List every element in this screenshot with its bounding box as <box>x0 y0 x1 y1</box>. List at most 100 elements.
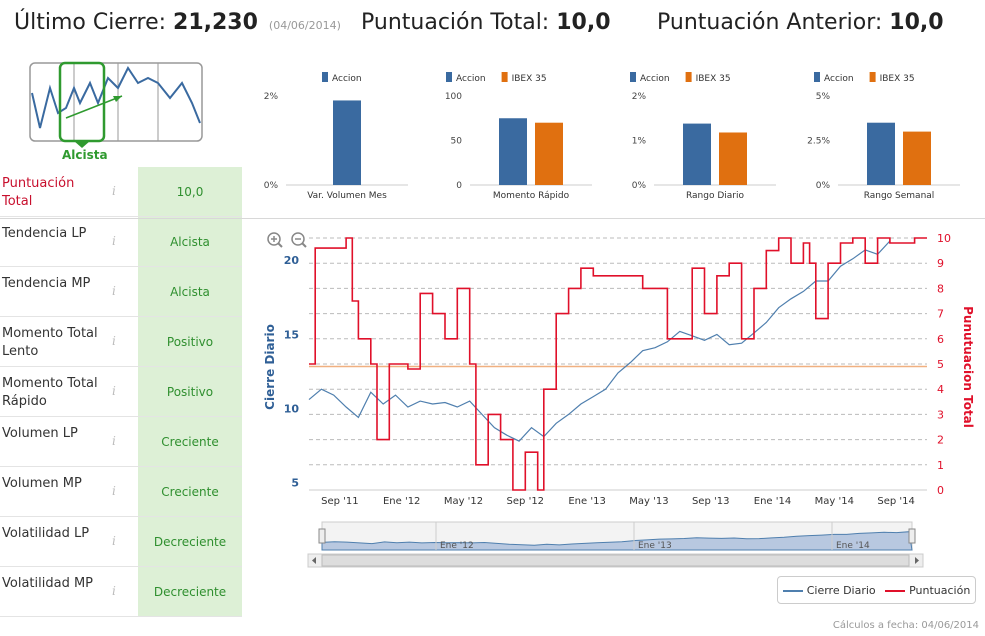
header: Último Cierre: 21,230 (04/06/2014) Puntu… <box>0 0 985 52</box>
right-y-tick: 9 <box>937 257 944 270</box>
info-icon[interactable]: i <box>112 584 116 598</box>
trend-arrow-head <box>113 96 122 102</box>
x-tick-label: Sep '12 <box>507 496 545 507</box>
info-icon[interactable]: i <box>112 534 116 548</box>
zoom-out-icon[interactable] <box>291 232 307 248</box>
total-score-value: 10,0 <box>556 10 611 35</box>
x-tick-label: May '13 <box>629 496 668 507</box>
bar <box>903 131 931 185</box>
left-axis-title: Cierre Diario <box>263 324 277 410</box>
legend-swatch <box>322 72 328 82</box>
score-series-line <box>309 237 927 491</box>
mini-chart: Accion IBEX 35 100 50 0 Momento Rápido <box>445 72 592 201</box>
criteria-table: Puntuación Total i 10,0 Tendencia LP i Alcist… <box>0 167 242 617</box>
criteria-label: Tendencia LP <box>2 226 87 241</box>
x-tick-label: May '14 <box>815 496 854 507</box>
last-close: Último Cierre: 21,230 (04/06/2014) <box>14 10 341 35</box>
criteria-row: Puntuación Total i 10,0 <box>0 167 242 217</box>
legend-swatch <box>630 72 636 82</box>
navigator-left-handle[interactable] <box>318 528 326 544</box>
y-tick-label: 2.5% <box>807 137 830 147</box>
left-y-tick: 20 <box>284 254 300 267</box>
previous-score-value: 10,0 <box>889 10 944 35</box>
trend-label: Alcista <box>62 148 108 162</box>
scroll-right-icon <box>915 557 919 564</box>
legend-swatch <box>869 72 876 82</box>
right-axis-title: Punutuacion Total <box>961 306 975 428</box>
x-tick-label: Sep '13 <box>692 496 730 507</box>
navigator-scrollbar[interactable] <box>307 553 924 568</box>
close-series-line <box>308 240 891 442</box>
total-score: Puntuación Total: 10,0 <box>361 10 611 35</box>
y-tick-label: 2% <box>632 92 647 102</box>
y-tick-label: 0% <box>632 181 647 191</box>
info-icon[interactable]: i <box>112 284 116 298</box>
y-tick-label: 0% <box>264 181 279 191</box>
y-tick-label: 2% <box>264 92 279 102</box>
legend-label: Accion <box>640 74 670 84</box>
legend-label: IBEX 35 <box>696 74 731 84</box>
criteria-value: Creciente <box>138 467 242 516</box>
legend-swatch <box>685 72 692 82</box>
navigator-tick: Ene '12 <box>440 541 474 551</box>
chart-title: Rango Diario <box>686 191 745 201</box>
criteria-value: Positivo <box>138 317 242 366</box>
y-tick-label: 100 <box>445 92 462 102</box>
right-y-tick: 10 <box>937 232 951 245</box>
scroll-left-icon <box>312 557 316 564</box>
criteria-value: Creciente <box>138 417 242 466</box>
mini-chart: Accion 2% 0% Var. Volumen Mes <box>264 72 408 201</box>
criteria-value: Alcista <box>138 217 242 266</box>
criteria-row: Volumen LP i Creciente <box>0 417 242 467</box>
criteria-row: Volumen MP i Creciente <box>0 467 242 517</box>
info-icon[interactable]: i <box>112 384 116 398</box>
left-y-tick: 10 <box>284 402 300 415</box>
legend-label: IBEX 35 <box>880 74 915 84</box>
info-icon[interactable]: i <box>112 484 116 498</box>
bar <box>333 100 361 185</box>
previous-score-label: Puntuación Anterior: <box>657 10 883 35</box>
mini-chart: Accion IBEX 35 2% 1% 0% Rango Diario <box>630 72 776 201</box>
scrollbar-thumb <box>321 554 910 567</box>
navigator-right-handle[interactable] <box>908 528 916 544</box>
right-y-tick: 7 <box>937 308 944 321</box>
last-close-date: (04/06/2014) <box>268 19 341 32</box>
info-icon[interactable]: i <box>112 184 116 198</box>
navigator-tick: Ene '13 <box>638 541 672 551</box>
zoom-in-icon[interactable] <box>267 232 283 248</box>
legend-close-label: Cierre Diario <box>806 583 876 597</box>
previous-score: Puntuación Anterior: 10,0 <box>657 10 944 35</box>
info-icon[interactable]: i <box>112 234 116 248</box>
legend-item-close[interactable]: Cierre Diario <box>782 583 876 597</box>
left-y-tick: 5 <box>291 477 299 490</box>
criteria-row: Tendencia MP i Alcista <box>0 267 242 317</box>
criteria-value: Decreciente <box>138 567 242 616</box>
y-tick-label: 1% <box>632 137 647 147</box>
right-y-tick: 4 <box>937 383 944 396</box>
last-close-label: Último Cierre: <box>14 10 167 35</box>
x-tick-label: Sep '14 <box>877 496 915 507</box>
chart-title: Rango Semanal <box>864 191 935 201</box>
right-y-tick: 8 <box>937 282 944 295</box>
right-y-tick: 6 <box>937 333 944 346</box>
legend-label: Accion <box>824 74 854 84</box>
legend-item-score[interactable]: Puntuación <box>885 584 970 597</box>
info-icon[interactable]: i <box>112 434 116 448</box>
x-tick-label: May '12 <box>444 496 483 507</box>
range-navigator[interactable]: Ene '12 Ene '13 Ene '14 <box>318 521 916 551</box>
criteria-label: Volatilidad LP <box>2 526 90 541</box>
y-tick-label: 0% <box>816 181 831 191</box>
criteria-row: Tendencia LP i Alcista <box>0 217 242 267</box>
criteria-label: Puntuación Total <box>2 176 75 209</box>
x-tick-label: Ene '14 <box>754 496 791 507</box>
legend-label: IBEX 35 <box>512 74 547 84</box>
criteria-label: Volumen MP <box>2 476 82 491</box>
calculation-date: Cálculos a fecha: 04/06/2014 <box>832 620 979 631</box>
criteria-row: Momento Total Rápido i Positivo <box>0 367 242 417</box>
criteria-label: Momento Total Rápido <box>2 376 98 409</box>
trend-pointer <box>74 141 90 148</box>
legend-label: Accion <box>332 74 362 84</box>
info-icon[interactable]: i <box>112 334 116 348</box>
chart-legend[interactable]: Cierre Diario Puntuación <box>777 576 976 604</box>
left-y-tick: 15 <box>284 328 299 341</box>
